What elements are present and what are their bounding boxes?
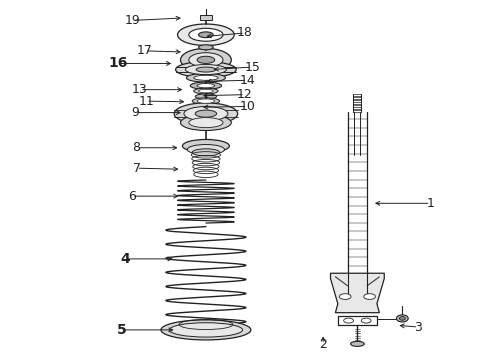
Text: 10: 10 xyxy=(240,100,255,113)
Ellipse shape xyxy=(177,24,234,45)
Ellipse shape xyxy=(169,323,243,337)
Ellipse shape xyxy=(192,149,220,156)
Ellipse shape xyxy=(189,28,223,41)
Ellipse shape xyxy=(350,341,364,346)
Ellipse shape xyxy=(361,318,371,323)
Text: 19: 19 xyxy=(125,14,141,27)
Text: 18: 18 xyxy=(237,27,253,40)
Bar xyxy=(200,15,212,20)
Text: 3: 3 xyxy=(415,320,422,333)
Ellipse shape xyxy=(198,45,213,50)
Ellipse shape xyxy=(194,88,218,94)
Text: 9: 9 xyxy=(131,106,139,119)
Ellipse shape xyxy=(399,317,405,320)
Ellipse shape xyxy=(189,53,223,67)
Ellipse shape xyxy=(184,107,228,121)
Ellipse shape xyxy=(180,48,231,71)
Ellipse shape xyxy=(182,139,229,152)
Text: 11: 11 xyxy=(139,95,154,108)
Text: 4: 4 xyxy=(121,252,130,266)
Ellipse shape xyxy=(186,73,225,82)
Ellipse shape xyxy=(364,294,375,300)
Ellipse shape xyxy=(194,75,218,80)
Text: 15: 15 xyxy=(245,60,260,73)
Ellipse shape xyxy=(192,98,220,104)
Text: 8: 8 xyxy=(132,141,141,154)
Text: 12: 12 xyxy=(237,88,253,101)
Ellipse shape xyxy=(190,82,221,89)
Ellipse shape xyxy=(187,144,224,154)
Text: 2: 2 xyxy=(319,338,327,351)
Ellipse shape xyxy=(195,110,217,117)
Polygon shape xyxy=(331,273,384,313)
Text: 1: 1 xyxy=(427,197,435,210)
Text: 17: 17 xyxy=(137,44,153,57)
Ellipse shape xyxy=(175,62,236,77)
Ellipse shape xyxy=(343,318,353,323)
Ellipse shape xyxy=(195,94,217,99)
Ellipse shape xyxy=(396,315,408,322)
Ellipse shape xyxy=(174,103,238,125)
Text: 7: 7 xyxy=(132,162,141,175)
Ellipse shape xyxy=(197,56,215,63)
Text: 13: 13 xyxy=(132,83,148,96)
Ellipse shape xyxy=(185,64,226,75)
Ellipse shape xyxy=(161,320,251,340)
Text: 5: 5 xyxy=(117,323,127,337)
Ellipse shape xyxy=(197,84,215,88)
Text: 14: 14 xyxy=(240,74,255,87)
Ellipse shape xyxy=(197,99,215,103)
Ellipse shape xyxy=(198,32,213,38)
Ellipse shape xyxy=(180,115,231,131)
Ellipse shape xyxy=(189,118,223,128)
Text: 6: 6 xyxy=(128,190,136,203)
Ellipse shape xyxy=(339,294,351,300)
Ellipse shape xyxy=(198,89,213,93)
Text: 16: 16 xyxy=(108,57,128,71)
Ellipse shape xyxy=(196,67,216,72)
